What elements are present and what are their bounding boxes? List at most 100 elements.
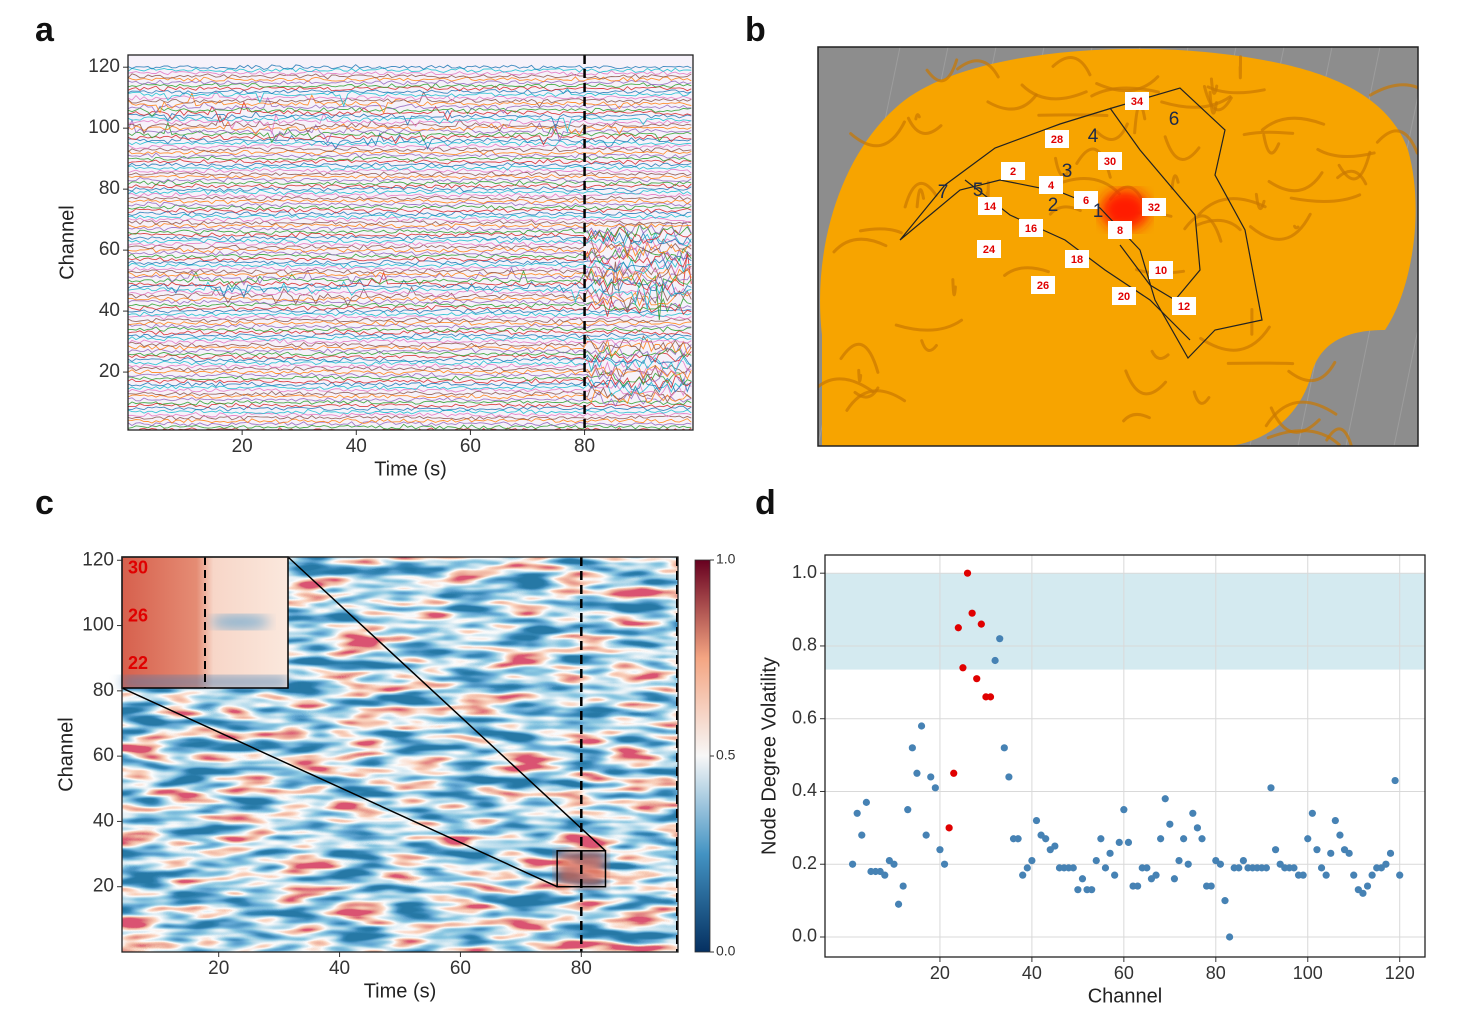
data-point <box>1262 864 1270 872</box>
data-point <box>1134 882 1142 890</box>
data-point <box>1299 871 1307 879</box>
data-point <box>940 860 949 868</box>
eeg-trace <box>128 64 692 70</box>
region-label: 4 <box>1088 126 1099 147</box>
eeg-trace <box>128 118 692 144</box>
sulcus <box>857 368 863 383</box>
sulcus <box>956 59 1000 79</box>
data-point <box>927 773 935 781</box>
y-tick-label: 120 <box>88 56 120 77</box>
inset-channel-label: 26 <box>128 605 148 625</box>
seizure-focus <box>1101 190 1149 230</box>
x-tick-label: 40 <box>1022 963 1042 983</box>
eeg-trace <box>128 389 692 405</box>
data-point <box>1120 806 1128 814</box>
sulcus <box>1289 193 1362 203</box>
plot-frame <box>121 556 679 953</box>
eeg-trace <box>128 320 692 327</box>
inset-channel-label: 22 <box>128 653 148 673</box>
data-point <box>1019 871 1027 879</box>
electrode-label: 12 <box>1178 301 1190 313</box>
x-tick-label: 40 <box>346 436 367 457</box>
data-point <box>917 722 926 730</box>
eeg-trace <box>128 329 692 336</box>
eeg-trace <box>128 128 692 146</box>
data-point <box>1078 875 1087 883</box>
y-tick-label: 60 <box>99 239 120 260</box>
electrode-label: 24 <box>983 244 996 256</box>
data-point <box>1023 864 1031 872</box>
electrode-box <box>1031 276 1055 294</box>
eeg-trace <box>128 326 692 333</box>
electrode-label: 16 <box>1025 223 1037 235</box>
y-axis-label: Node Degree Volatility <box>758 657 780 855</box>
data-point <box>1198 835 1206 843</box>
x-tick-label: 60 <box>460 436 481 457</box>
electrode-label: 14 <box>984 201 997 213</box>
electrode-label: 8 <box>1117 225 1123 237</box>
eeg-trace <box>128 264 692 279</box>
data-point <box>986 693 995 701</box>
data-point <box>1382 860 1390 868</box>
data-point <box>1308 809 1316 817</box>
y-tick-label: 60 <box>93 745 114 766</box>
panel-letter: a <box>35 11 55 49</box>
electrode-label: 10 <box>1155 265 1167 277</box>
eeg-trace <box>128 323 692 330</box>
data-point <box>1101 864 1110 872</box>
sulcus <box>1090 86 1160 98</box>
eeg-trace <box>128 114 692 134</box>
eeg-trace <box>128 152 692 159</box>
sulcus <box>1170 174 1180 190</box>
y-tick-label: 0.2 <box>792 853 817 873</box>
sulcus <box>1262 133 1281 155</box>
data-point <box>908 744 916 752</box>
y-tick-label: 0.6 <box>792 707 817 727</box>
data-point <box>922 831 930 839</box>
eeg-trace <box>128 405 692 412</box>
eeg-trace <box>128 91 692 108</box>
data-point <box>1028 856 1036 865</box>
y-tick-label: 20 <box>93 876 114 897</box>
eeg-trace <box>128 363 692 378</box>
sulcus <box>1254 192 1266 211</box>
eeg-trace <box>128 96 692 114</box>
x-tick-label: 80 <box>1206 963 1226 983</box>
eeg-trace <box>128 195 692 202</box>
eeg-trace <box>128 367 692 385</box>
eeg-trace <box>128 332 692 339</box>
eeg-trace <box>128 384 692 403</box>
data-point <box>1396 871 1404 879</box>
eeg-trace <box>128 186 692 193</box>
data-point <box>1166 820 1174 828</box>
eeg-trace <box>128 423 692 430</box>
sulcus <box>1095 75 1160 93</box>
eeg-trace <box>128 168 692 174</box>
sulcus <box>1264 400 1338 428</box>
eeg-trace <box>128 284 692 300</box>
colorbar <box>694 559 711 953</box>
eeg-trace <box>128 231 692 248</box>
eeg-trace <box>128 121 692 136</box>
data-point <box>963 569 972 577</box>
eeg-trace <box>128 204 692 211</box>
data-point <box>1180 835 1188 843</box>
data-point <box>991 656 999 665</box>
eeg-trace <box>128 351 692 364</box>
eeg-trace <box>128 155 692 162</box>
data-point <box>904 806 912 814</box>
eeg-trace <box>128 277 692 299</box>
sulcus <box>986 93 1038 111</box>
eeg-trace <box>128 146 692 153</box>
sulcus <box>1293 224 1300 230</box>
data-point <box>1317 864 1326 872</box>
sulcus <box>915 188 926 209</box>
sulcus <box>849 120 906 148</box>
sulcus <box>1337 150 1372 181</box>
x-tick-label: 60 <box>1114 963 1134 983</box>
data-point <box>1175 856 1183 865</box>
eeg-trace <box>128 192 692 199</box>
data-point <box>1005 773 1013 781</box>
data-point <box>1189 809 1197 817</box>
y-tick-label: 100 <box>82 615 114 636</box>
